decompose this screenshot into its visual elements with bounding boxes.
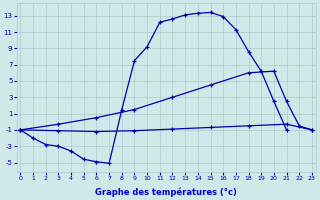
X-axis label: Graphe des températures (°c): Graphe des températures (°c) [95, 187, 237, 197]
